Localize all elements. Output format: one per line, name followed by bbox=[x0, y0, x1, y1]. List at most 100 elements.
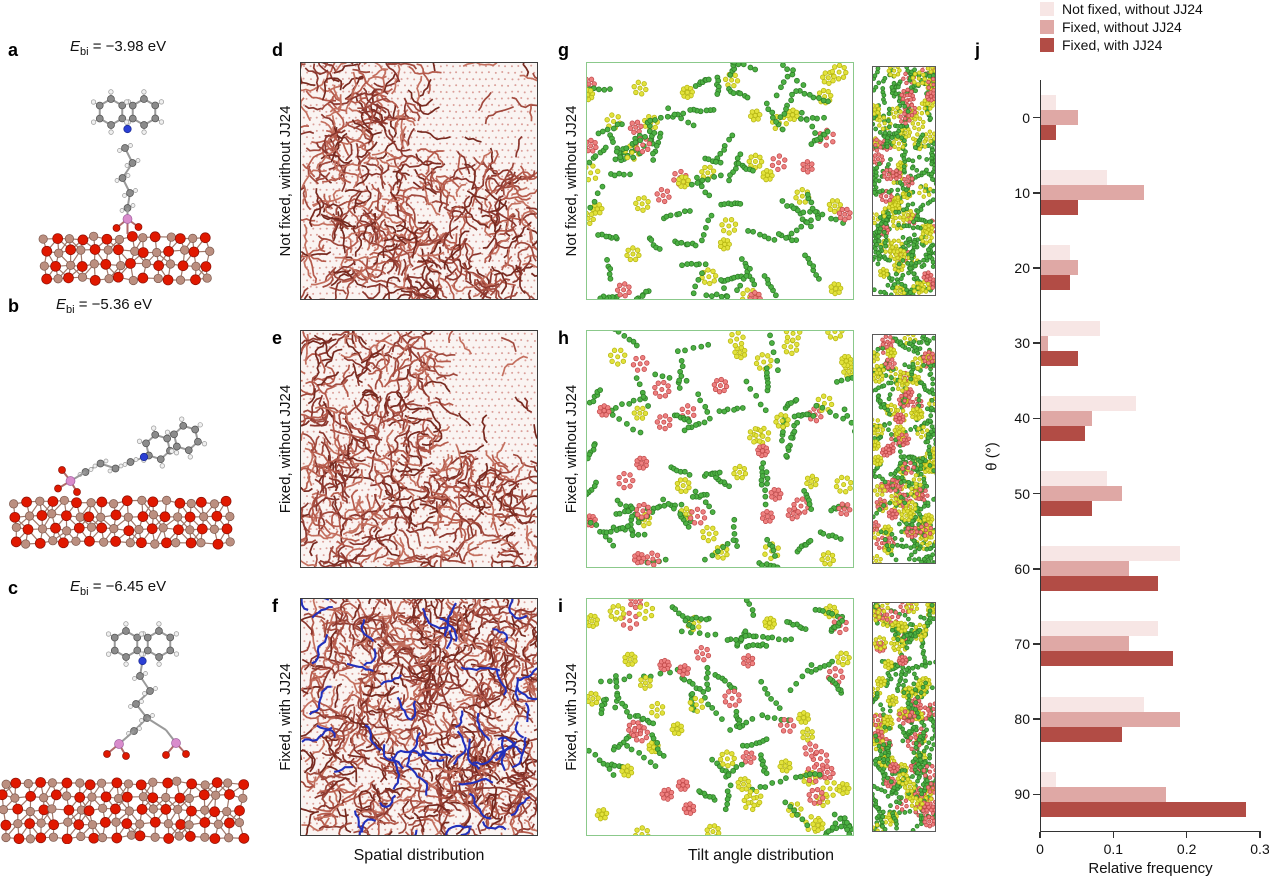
bar-chart-plot bbox=[1040, 80, 1261, 832]
y-tick-label-40: 40 bbox=[1014, 410, 1030, 427]
bar-series0-theta70 bbox=[1041, 621, 1159, 637]
bar-group-20 bbox=[1041, 230, 1261, 305]
bar-series2-theta90 bbox=[1041, 801, 1247, 817]
bar-group-50 bbox=[1041, 456, 1261, 531]
bar-series2-theta70 bbox=[1041, 651, 1173, 667]
bar-series0-theta50 bbox=[1041, 471, 1107, 487]
x-tick-label-0: 0 bbox=[1036, 841, 1044, 857]
panel-i-side-view-frame bbox=[872, 602, 936, 832]
bar-series0-theta40 bbox=[1041, 395, 1137, 411]
legend-label: Fixed, with JJ24 bbox=[1062, 37, 1163, 53]
y-tick-label-20: 20 bbox=[1014, 260, 1030, 276]
binding-energy-c: Ebi = −6.45 eV bbox=[70, 578, 166, 598]
panel-h-frame bbox=[586, 330, 854, 568]
y-tick-mark-50 bbox=[1033, 492, 1040, 495]
panel-i-side-label: Fixed, with JJ24 bbox=[563, 663, 580, 771]
y-tick-label-30: 30 bbox=[1014, 335, 1030, 352]
bar-series0-theta60 bbox=[1041, 546, 1181, 562]
legend-item-1: Fixed, without JJ24 bbox=[1040, 18, 1203, 36]
ebi-symbol-c: E bbox=[70, 578, 81, 595]
ebi-value-a: = −3.98 eV bbox=[88, 38, 167, 55]
panel-d-frame bbox=[300, 62, 538, 300]
molecule-structure-b-image bbox=[8, 316, 243, 556]
bar-series2-theta50 bbox=[1041, 501, 1093, 517]
y-tick-label-0: 0 bbox=[1022, 109, 1030, 126]
molecule-structure-c-image bbox=[0, 596, 258, 844]
x-axis-title: Relative frequency bbox=[1088, 860, 1213, 877]
spatial-distribution-e-image bbox=[301, 331, 537, 567]
ebi-subscript-b: bi bbox=[66, 304, 75, 316]
bar-group-30 bbox=[1041, 306, 1261, 381]
panel-f-side-label: Fixed, with JJ24 bbox=[277, 663, 294, 771]
y-axis-title: θ (°) bbox=[983, 442, 1001, 471]
bar-group-90 bbox=[1041, 757, 1261, 832]
bar-series0-theta80 bbox=[1041, 696, 1144, 712]
legend-label: Fixed, without JJ24 bbox=[1062, 19, 1182, 35]
chart-legend: Not fixed, without JJ24 Fixed, without JJ… bbox=[1040, 0, 1203, 54]
bar-series1-theta0 bbox=[1041, 110, 1078, 126]
bar-series0-theta30 bbox=[1041, 320, 1100, 336]
bar-series2-theta60 bbox=[1041, 576, 1159, 592]
bar-series2-theta40 bbox=[1041, 425, 1085, 441]
panel-h-side-view-frame bbox=[872, 334, 936, 564]
panel-d-side-label: Not fixed, without JJ24 bbox=[277, 105, 294, 257]
bar-group-60 bbox=[1041, 531, 1261, 606]
panel-label-e: e bbox=[272, 328, 283, 348]
panel-g-side-label: Not fixed, without JJ24 bbox=[563, 105, 580, 257]
y-tick-mark-70 bbox=[1033, 643, 1040, 645]
x-tick-mark-0.1 bbox=[1112, 832, 1115, 838]
bar-series2-theta30 bbox=[1041, 350, 1078, 366]
bar-series1-theta40 bbox=[1041, 410, 1093, 426]
tilt-distribution-h-top-view-image bbox=[587, 331, 853, 567]
y-tick-mark-20 bbox=[1033, 267, 1040, 269]
spatial-distribution-d-image bbox=[301, 63, 537, 299]
binding-energy-a: Ebi = −3.98 eV bbox=[70, 38, 166, 58]
bar-series0-theta10 bbox=[1041, 170, 1107, 186]
panel-i-frame bbox=[586, 598, 854, 836]
panel-e-frame bbox=[300, 330, 538, 568]
x-tick-label-0.2: 0.2 bbox=[1176, 841, 1197, 857]
legend-swatch-icon bbox=[1040, 2, 1054, 16]
panel-label-i: i bbox=[558, 596, 564, 616]
y-tick-label-60: 60 bbox=[1014, 560, 1030, 577]
y-tick-label-50: 50 bbox=[1014, 485, 1030, 502]
tilt-distribution-g-top-view-image bbox=[587, 63, 853, 299]
panel-label-j: j bbox=[975, 40, 981, 60]
y-tick-mark-0 bbox=[1033, 116, 1040, 119]
bar-series2-theta0 bbox=[1041, 125, 1056, 141]
bar-group-0 bbox=[1041, 80, 1261, 155]
y-tick-label-70: 70 bbox=[1014, 636, 1030, 652]
y-tick-label-80: 80 bbox=[1014, 711, 1030, 728]
ebi-subscript-c: bi bbox=[80, 586, 89, 598]
ebi-subscript-a: bi bbox=[80, 46, 89, 58]
bar-series2-theta20 bbox=[1041, 275, 1071, 291]
panel-label-d: d bbox=[272, 40, 283, 60]
tilt-angle-distribution-caption: Tilt angle distribution bbox=[687, 847, 835, 864]
panel-label-g: g bbox=[558, 40, 569, 60]
legend-swatch-icon bbox=[1040, 38, 1054, 52]
legend-label: Not fixed, without JJ24 bbox=[1062, 1, 1203, 17]
panel-label-h: h bbox=[558, 328, 569, 348]
panel-label-c: c bbox=[8, 578, 19, 598]
bar-series1-theta10 bbox=[1041, 185, 1144, 201]
y-tick-mark-10 bbox=[1033, 192, 1040, 194]
bar-series1-theta80 bbox=[1041, 711, 1181, 727]
bar-group-40 bbox=[1041, 381, 1261, 456]
y-tick-mark-90 bbox=[1033, 793, 1040, 796]
x-tick-mark-0.3 bbox=[1259, 832, 1261, 838]
legend-item-2: Fixed, with JJ24 bbox=[1040, 36, 1203, 54]
ebi-symbol-b: E bbox=[56, 296, 67, 313]
tilt-distribution-i-side-view-image bbox=[873, 603, 935, 831]
panel-label-b: b bbox=[8, 296, 19, 316]
y-tick-mark-30 bbox=[1033, 342, 1040, 344]
tilt-distribution-h-side-view-image bbox=[873, 335, 935, 563]
bar-group-80 bbox=[1041, 682, 1261, 757]
y-tick-mark-40 bbox=[1033, 417, 1040, 420]
ebi-symbol-a: E bbox=[70, 38, 81, 55]
bar-series1-theta90 bbox=[1041, 786, 1166, 802]
bar-group-10 bbox=[1041, 155, 1261, 230]
x-tick-label-0.3: 0.3 bbox=[1250, 841, 1269, 857]
legend-swatch-icon bbox=[1040, 20, 1054, 34]
panel-label-f: f bbox=[272, 596, 278, 616]
